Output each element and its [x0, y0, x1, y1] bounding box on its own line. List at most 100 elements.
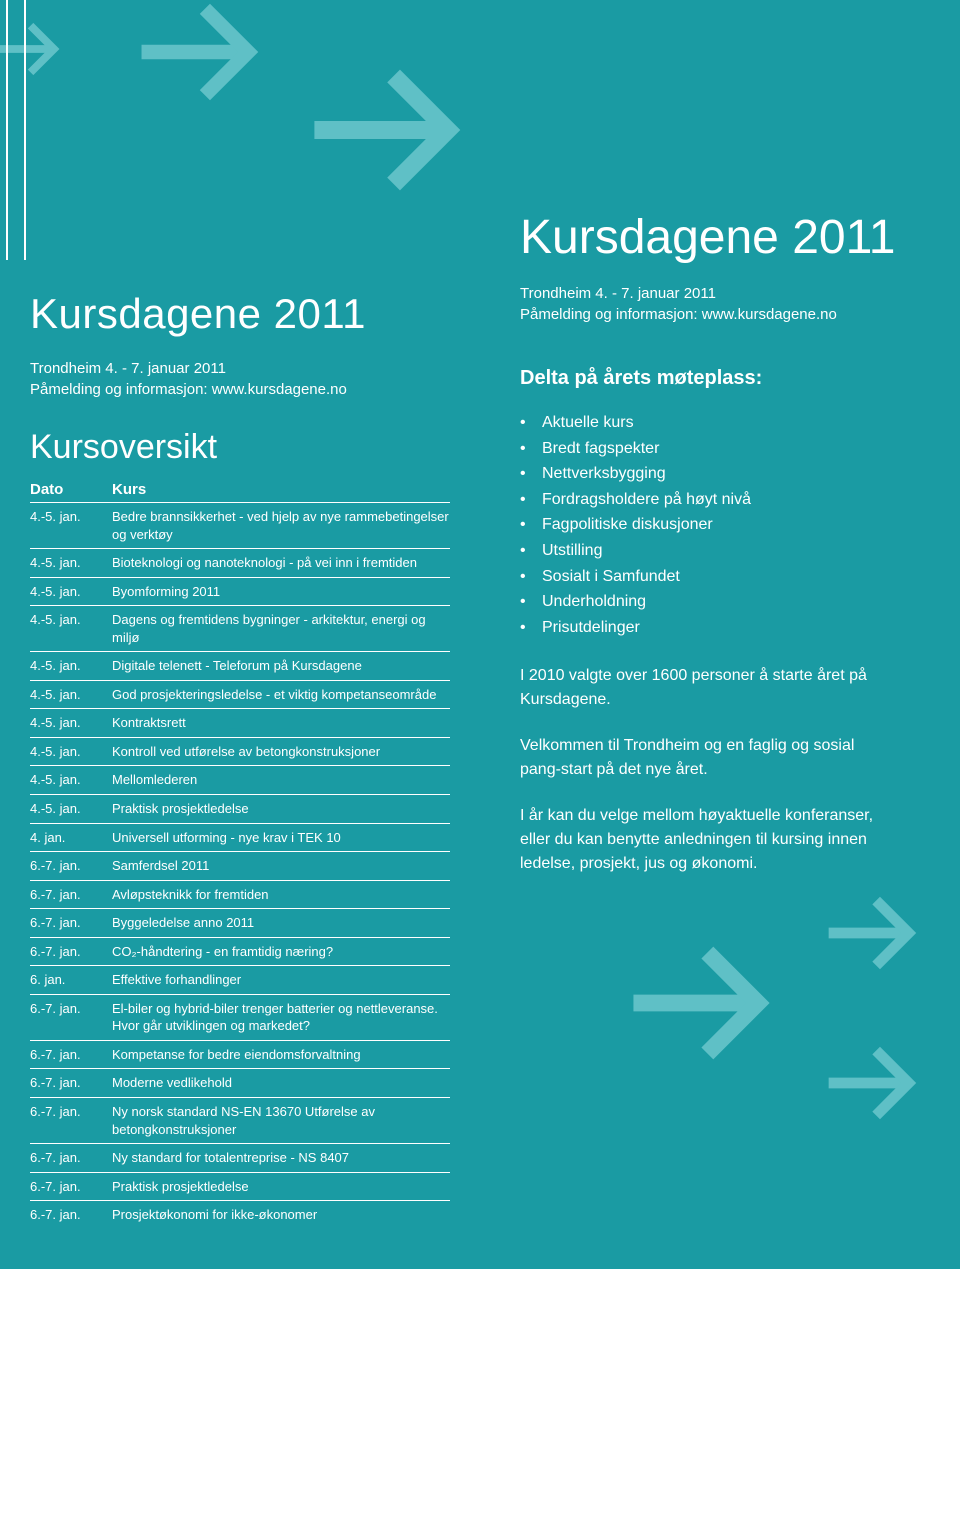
row-kurs: Bedre brannsikkerhet - ved hjelp av nye … — [112, 508, 450, 543]
row-kurs: Prosjektøkonomi for ikke-økonomer — [112, 1206, 450, 1224]
row-kurs: Ny standard for totalentreprise - NS 840… — [112, 1149, 450, 1167]
row-kurs: Ny norsk standard NS-EN 13670 Utførelse … — [112, 1103, 450, 1138]
table-row: 6. jan.Effektive forhandlinger — [30, 965, 450, 994]
row-date: 6.-7. jan. — [30, 1206, 112, 1224]
row-kurs: Universell utforming - nye krav i TEK 10 — [112, 829, 450, 847]
table-row: 6.-7. jan.Avløpsteknikk for fremtiden — [30, 880, 450, 909]
row-kurs: Dagens og fremtidens bygninger - arkitek… — [112, 611, 450, 646]
left-subtitle-url: Påmelding og informasjon: www.kursdagene… — [30, 379, 450, 400]
right-subtitle-dates: Trondheim 4. - 7. januar 2011 — [520, 283, 930, 304]
row-date: 6.-7. jan. — [30, 1046, 112, 1064]
table-row: 6.-7. jan.El-biler og hybrid-biler treng… — [30, 994, 450, 1040]
row-kurs: Byggeledelse anno 2011 — [112, 914, 450, 932]
course-table-body: 4.-5. jan.Bedre brannsikkerhet - ved hje… — [30, 502, 450, 1229]
table-row: 6.-7. jan.Kompetanse for bedre eiendomsf… — [30, 1040, 450, 1069]
table-row: 4.-5. jan.Dagens og fremtidens bygninger… — [30, 605, 450, 651]
row-date: 6.-7. jan. — [30, 1178, 112, 1196]
row-date: 4.-5. jan. — [30, 611, 112, 646]
table-row: 4.-5. jan.Mellomlederen — [30, 765, 450, 794]
table-row: 6.-7. jan.Byggeledelse anno 2011 — [30, 908, 450, 937]
row-date: 4.-5. jan. — [30, 714, 112, 732]
row-kurs: Praktisk prosjektledelse — [112, 1178, 450, 1196]
row-date: 4.-5. jan. — [30, 800, 112, 818]
list-item: Underholdning — [542, 589, 930, 615]
row-kurs: Moderne vedlikehold — [112, 1074, 450, 1092]
arrow-icon — [820, 879, 928, 987]
table-row: 6.-7. jan.Moderne vedlikehold — [30, 1068, 450, 1097]
table-row: 4.-5. jan.Digitale telenett - Teleforum … — [30, 651, 450, 680]
table-row: 4.-5. jan.Bioteknologi og nanoteknologi … — [30, 548, 450, 577]
table-row: 4.-5. jan.Kontraktsrett — [30, 708, 450, 737]
row-date: 6.-7. jan. — [30, 943, 112, 961]
vertical-rule — [24, 0, 26, 260]
table-row: 6.-7. jan.Prosjektøkonomi for ikke-økono… — [30, 1200, 450, 1229]
table-row: 4.-5. jan.Praktisk prosjektledelse — [30, 794, 450, 823]
row-date: 6.-7. jan. — [30, 1149, 112, 1167]
paragraph-3: I år kan du velge mellom høyaktuelle kon… — [520, 804, 890, 876]
row-date: 6.-7. jan. — [30, 1000, 112, 1035]
row-kurs: Digitale telenett - Teleforum på Kursdag… — [112, 657, 450, 675]
arrow-icon — [300, 40, 480, 220]
arrow-icon — [130, 0, 274, 124]
row-date: 4.-5. jan. — [30, 583, 112, 601]
header-kurs: Kurs — [112, 481, 450, 498]
table-row: 4.-5. jan.Byomforming 2011 — [30, 577, 450, 606]
row-kurs: CO₂-håndtering - en framtidig næring? — [112, 943, 450, 961]
table-row: 6.-7. jan.Ny norsk standard NS-EN 13670 … — [30, 1097, 450, 1143]
table-row: 4.-5. jan.Kontroll ved utførelse av beto… — [30, 737, 450, 766]
course-table-header: Dato Kurs — [30, 477, 450, 502]
row-date: 6.-7. jan. — [30, 914, 112, 932]
table-row: 4.-5. jan.God prosjekteringsledelse - et… — [30, 680, 450, 709]
row-kurs: Avløpsteknikk for fremtiden — [112, 886, 450, 904]
table-row: 6.-7. jan.Samferdsel 2011 — [30, 851, 450, 880]
row-date: 4.-5. jan. — [30, 743, 112, 761]
row-kurs: El-biler og hybrid-biler trenger batteri… — [112, 1000, 450, 1035]
row-date: 4.-5. jan. — [30, 686, 112, 704]
table-row: 6.-7. jan.CO₂-håndtering - en framtidig … — [30, 937, 450, 966]
left-title: Kursdagene 2011 — [30, 290, 450, 338]
paragraph-1: I 2010 valgte over 1600 personer å start… — [520, 664, 890, 712]
row-kurs: Praktisk prosjektledelse — [112, 800, 450, 818]
row-kurs: Kompetanse for bedre eiendomsforvaltning — [112, 1046, 450, 1064]
arrow-decoration-bottom — [620, 889, 960, 1149]
row-date: 6.-7. jan. — [30, 886, 112, 904]
bullet-list: Aktuelle kursBredt fagspekterNettverksby… — [520, 410, 930, 640]
table-row: 6.-7. jan.Praktisk prosjektledelse — [30, 1172, 450, 1201]
delta-heading: Delta på årets møteplass: — [520, 367, 930, 390]
row-date: 4.-5. jan. — [30, 657, 112, 675]
arrow-icon — [620, 919, 788, 1087]
list-item: Nettverksbygging — [542, 461, 930, 487]
list-item: Sosialt i Samfundet — [542, 564, 930, 590]
row-kurs: God prosjekteringsledelse - et viktig ko… — [112, 686, 450, 704]
list-item: Aktuelle kurs — [542, 410, 930, 436]
row-kurs: Samferdsel 2011 — [112, 857, 450, 875]
row-kurs: Kontroll ved utførelse av betongkonstruk… — [112, 743, 450, 761]
row-kurs: Mellomlederen — [112, 771, 450, 789]
list-item: Fagpolitiske diskusjoner — [542, 512, 930, 538]
row-date: 6.-7. jan. — [30, 857, 112, 875]
row-date: 4.-5. jan. — [30, 771, 112, 789]
row-kurs: Byomforming 2011 — [112, 583, 450, 601]
page-container: Kursdagene 2011 Trondheim 4. - 7. januar… — [0, 0, 960, 1269]
right-title: Kursdagene 2011 — [520, 210, 930, 265]
left-column: Kursdagene 2011 Trondheim 4. - 7. januar… — [0, 0, 480, 1269]
row-date: 4.-5. jan. — [30, 508, 112, 543]
right-subtitle-url: Påmelding og informasjon: www.kursdagene… — [520, 304, 930, 325]
table-row: 4.-5. jan.Bedre brannsikkerhet - ved hje… — [30, 502, 450, 548]
list-item: Prisutdelinger — [542, 615, 930, 641]
arrow-icon — [820, 1029, 928, 1137]
paragraph-2: Velkommen til Trondheim og en faglig og … — [520, 734, 890, 782]
table-row: 4. jan.Universell utforming - nye krav i… — [30, 823, 450, 852]
row-date: 4.-5. jan. — [30, 554, 112, 572]
list-item: Bredt fagspekter — [542, 436, 930, 462]
row-date: 4. jan. — [30, 829, 112, 847]
header-date: Dato — [30, 481, 112, 498]
course-overview-title: Kursoversikt — [30, 428, 450, 467]
right-column: Kursdagene 2011 Trondheim 4. - 7. januar… — [480, 0, 960, 1269]
row-date: 6.-7. jan. — [30, 1103, 112, 1138]
row-date: 6. jan. — [30, 971, 112, 989]
arrow-icon — [0, 10, 68, 88]
row-date: 6.-7. jan. — [30, 1074, 112, 1092]
left-subtitle-dates: Trondheim 4. - 7. januar 2011 — [30, 358, 450, 379]
row-kurs: Kontraktsrett — [112, 714, 450, 732]
